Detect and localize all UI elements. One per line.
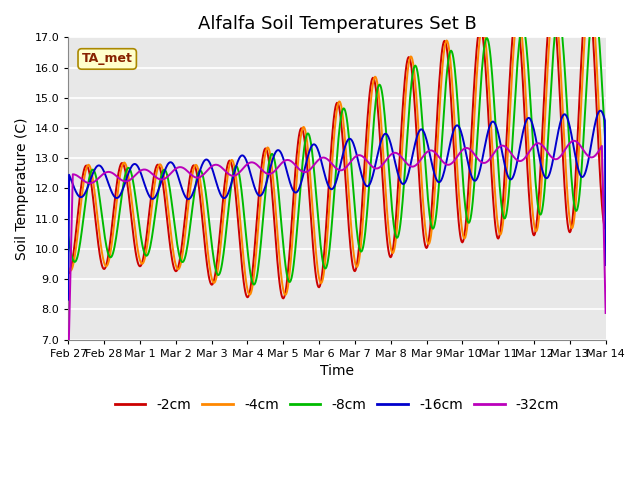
- Y-axis label: Soil Temperature (C): Soil Temperature (C): [15, 117, 29, 260]
- Title: Alfalfa Soil Temperatures Set B: Alfalfa Soil Temperatures Set B: [198, 15, 476, 33]
- X-axis label: Time: Time: [320, 364, 354, 378]
- Text: TA_met: TA_met: [82, 52, 132, 65]
- Legend: -2cm, -4cm, -8cm, -16cm, -32cm: -2cm, -4cm, -8cm, -16cm, -32cm: [109, 392, 564, 418]
